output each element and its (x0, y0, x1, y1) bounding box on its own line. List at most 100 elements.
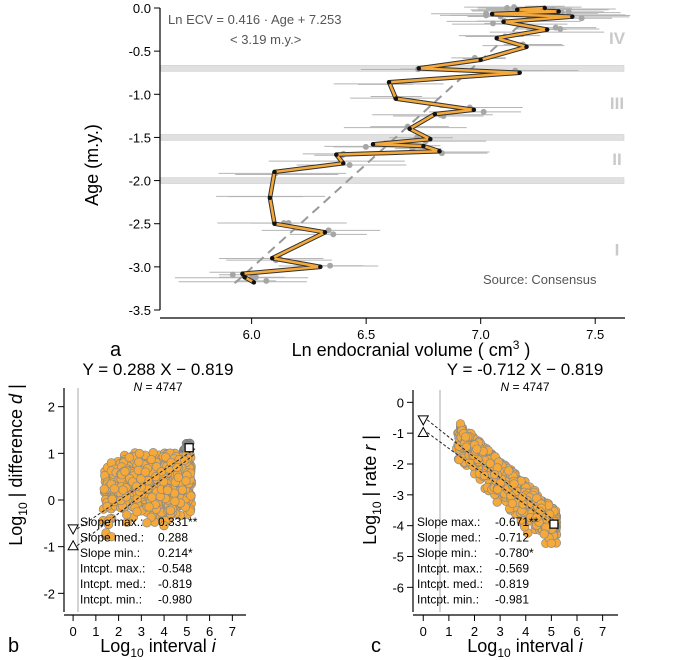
c-point (517, 492, 527, 502)
b-point (147, 492, 157, 502)
a-x-tick-label: 7.5 (586, 327, 604, 342)
gray-point (229, 271, 236, 278)
c-point (472, 444, 482, 454)
c-point (507, 498, 517, 509)
b-point (166, 457, 176, 468)
b-point (165, 505, 176, 516)
b-stat-name: Intcpt. max.: (80, 562, 145, 576)
gray-point (252, 274, 259, 281)
gray-point (489, 20, 496, 27)
b-point (162, 485, 173, 495)
b-point (177, 485, 188, 495)
consensus-point (251, 280, 257, 285)
b-open-triangle (67, 524, 79, 535)
c-stat-name: Intcpt. med.: (417, 577, 483, 591)
b-x-tick-label: 3 (138, 624, 145, 639)
age-band (160, 65, 625, 72)
a-x-tick-label: 7.0 (472, 327, 490, 342)
consensus-point (272, 169, 277, 175)
consensus-point (334, 152, 339, 157)
c-open-triangle (417, 415, 430, 426)
consensus-point (478, 57, 483, 62)
consensus-line (241, 6, 574, 284)
b-stat-value: 0.214* (158, 546, 193, 560)
a-y-tick-label: -2.0 (129, 174, 151, 189)
consensus-point (407, 126, 412, 131)
a-panel-label: a (110, 339, 122, 361)
gray-point (362, 143, 369, 150)
a-y-tick-label: -3.5 (129, 303, 151, 318)
b-point (181, 476, 191, 486)
b-xlabel: Log10 interval i (100, 636, 216, 660)
c-stat-name: Slope max.: (417, 515, 480, 529)
c-y-tick-label: -6 (392, 580, 404, 595)
consensus-point (318, 264, 323, 270)
gray-point (327, 262, 334, 269)
b-point (99, 484, 109, 494)
consensus-point (471, 107, 477, 113)
b-point (159, 477, 169, 487)
b-equation: Y = 0.288 X − 0.819 (83, 360, 234, 379)
c-stat-value: -0.780* (495, 546, 534, 560)
c-y-tick-label: 0 (397, 395, 404, 410)
gray-point (263, 277, 270, 284)
c-dashed-fit (426, 419, 561, 526)
consensus-point (242, 275, 247, 280)
b-stat-value: -0.980 (158, 593, 192, 607)
b-stat-name: Intcpt. med.: (80, 577, 146, 591)
trend-line (233, 7, 540, 284)
a-y-tick-label: -3.0 (129, 260, 151, 275)
b-point (124, 452, 134, 463)
b-stat-name: Intcpt. min.: (80, 593, 142, 607)
consensus-point (341, 161, 346, 166)
b-y-tick-label: -2 (43, 586, 55, 601)
c-x-tick-label: 4 (522, 624, 529, 639)
consensus-point (524, 44, 529, 50)
c-y-tick-label: -3 (392, 488, 404, 503)
a-xlabel: Ln endocranial volume ( cm3 ) (292, 338, 531, 360)
c-open-triangle (417, 426, 430, 438)
b-point (159, 521, 169, 531)
c-stat-name: Slope med.: (417, 531, 481, 545)
c-y-tick-label: -1 (392, 426, 404, 441)
b-point (146, 454, 156, 465)
b-point (173, 472, 184, 482)
b-stat-name: Slope med.: (80, 531, 144, 545)
c-y-tick-label: -4 (392, 519, 404, 534)
gray-point (552, 24, 559, 31)
consensus-point-layer (240, 5, 575, 285)
consensus-point (393, 96, 399, 101)
b-point (170, 496, 180, 506)
b-point (134, 457, 144, 467)
consensus-point (428, 136, 433, 142)
consensus-point (272, 221, 277, 226)
b-y-tick-label: 1 (48, 446, 55, 461)
consensus-point (556, 9, 561, 14)
c-x-tick-label: 5 (548, 624, 555, 639)
b-x-tick-label: 4 (160, 624, 167, 639)
c-stat-value: -0.671** (495, 515, 539, 529)
consensus-point (515, 7, 520, 12)
c-x-tick-label: 0 (420, 624, 427, 639)
c-x-ticks: 0 1 2 3 4 5 6 7 (420, 615, 606, 639)
c-x-tick-label: 6 (573, 624, 580, 639)
c-dashed-fit (426, 432, 561, 531)
c-equation: Y = -0.712 X − 0.819 (447, 360, 604, 379)
consensus-point (437, 149, 442, 154)
a-y-tick-label: -0.5 (129, 44, 151, 59)
consensus-line-layer (240, 5, 575, 285)
gray-point (578, 15, 585, 22)
c-stat-value: -0.569 (495, 562, 529, 576)
c-open-square (549, 519, 559, 529)
consensus-point (270, 256, 275, 261)
consensus-point (501, 19, 506, 25)
b-stat-value: 0.288 (158, 531, 188, 545)
b-point (118, 485, 128, 495)
c-ylabel: Log10 | rate r | (360, 435, 384, 545)
b-x-tick-label: 1 (92, 624, 99, 639)
c-point (461, 442, 471, 452)
b-point (151, 471, 161, 482)
consensus-point (421, 143, 426, 149)
